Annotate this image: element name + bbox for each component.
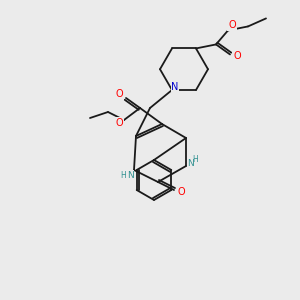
Text: O: O <box>233 51 241 62</box>
Text: O: O <box>177 187 185 197</box>
Text: H: H <box>192 154 198 164</box>
Text: H: H <box>120 170 126 179</box>
Text: N: N <box>127 170 134 179</box>
Text: O: O <box>115 89 123 99</box>
Text: N: N <box>171 82 179 92</box>
Text: N: N <box>188 160 194 169</box>
Text: O: O <box>228 20 236 30</box>
Text: N: N <box>171 82 179 92</box>
Text: O: O <box>115 118 123 128</box>
